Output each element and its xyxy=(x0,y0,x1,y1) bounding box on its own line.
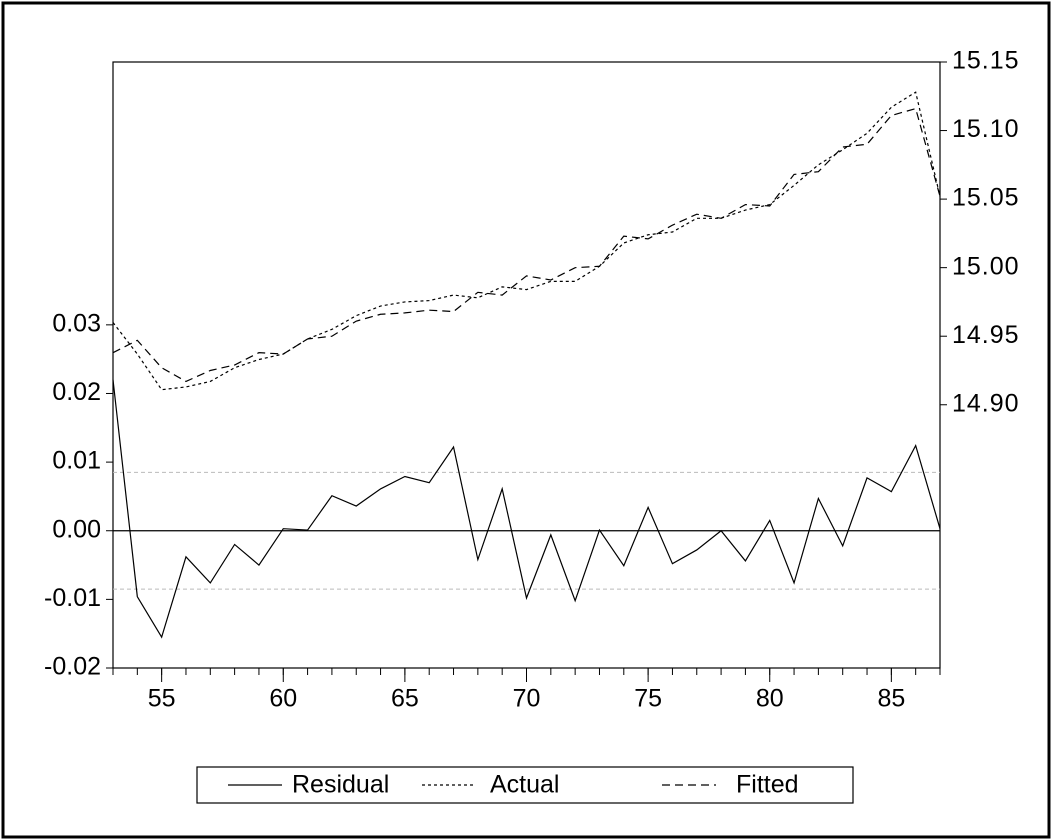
series-line xyxy=(113,92,940,390)
x-tick-label: 65 xyxy=(391,685,419,713)
y2-tick-label: 15.00 xyxy=(952,252,1020,280)
x-tick-label: 55 xyxy=(148,685,176,713)
x-tick-label: 85 xyxy=(877,685,905,713)
y-tick-label: 0.02 xyxy=(52,378,101,406)
x-tick-label: 70 xyxy=(513,685,541,713)
y2-tick-label: 15.05 xyxy=(952,184,1020,212)
y2-tick-label: 15.15 xyxy=(952,47,1020,75)
plot-area xyxy=(113,62,940,668)
legend-label: Residual xyxy=(292,771,389,799)
y-tick-label: -0.02 xyxy=(44,653,101,681)
chart: -0.02 -0.01 0.00 0.01 0.02 0.03 14.90 14.95 15.0… xyxy=(0,0,1052,840)
y-tick-label: 0.01 xyxy=(52,447,101,475)
y2-tick-label: 14.90 xyxy=(952,389,1020,417)
y-tick-label: -0.01 xyxy=(44,584,101,612)
series-line xyxy=(113,380,940,637)
y-tick-label: 0.03 xyxy=(52,309,101,337)
y-tick-label: 0.00 xyxy=(52,515,101,543)
legend-label: Actual xyxy=(490,771,559,799)
x-tick-label: 60 xyxy=(269,685,297,713)
series-line xyxy=(113,109,940,382)
y2-tick-label: 14.95 xyxy=(952,321,1020,349)
legend-label: Fitted xyxy=(736,771,799,799)
x-tick-label: 80 xyxy=(756,685,784,713)
x-tick-label: 75 xyxy=(634,685,662,713)
y2-tick-label: 15.10 xyxy=(952,115,1020,143)
